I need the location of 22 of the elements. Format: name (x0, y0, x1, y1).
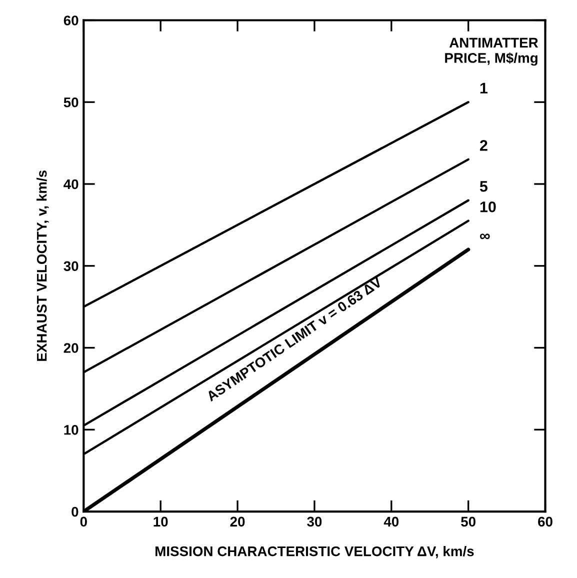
series-label: 5 (480, 181, 488, 192)
series-label: 2 (480, 140, 488, 151)
x-tick-label: 60 (538, 516, 552, 527)
y-tick-label: 20 (64, 343, 78, 353)
y-tick-label: 30 (64, 261, 78, 272)
y-tick-label: 0 (72, 506, 78, 517)
x-tick-label: 30 (307, 516, 322, 527)
series-label: ∞ (480, 234, 490, 240)
series-label: 10 (480, 201, 496, 212)
x-tick-label: 50 (461, 516, 476, 527)
legend-title: ANTIMATTER PRICE, M$/mg (445, 38, 538, 66)
series-label: 1 (480, 82, 488, 94)
y-tick-label: 40 (64, 179, 78, 190)
y-tick-label: 10 (64, 424, 78, 435)
x-axis-title: MISSION CHARACTERISTIC VELOCITY ΔV, km/s (156, 546, 474, 558)
x-tick-label: 0 (80, 516, 87, 527)
x-tick-label: 20 (230, 516, 245, 527)
y-axis-title: EXHAUST VELOCITY, v, km/s (36, 170, 49, 361)
x-tick-label: 10 (154, 516, 168, 527)
x-tick-label: 40 (384, 516, 399, 527)
y-tick-label: 60 (64, 16, 78, 26)
y-tick-label: 50 (64, 97, 78, 108)
